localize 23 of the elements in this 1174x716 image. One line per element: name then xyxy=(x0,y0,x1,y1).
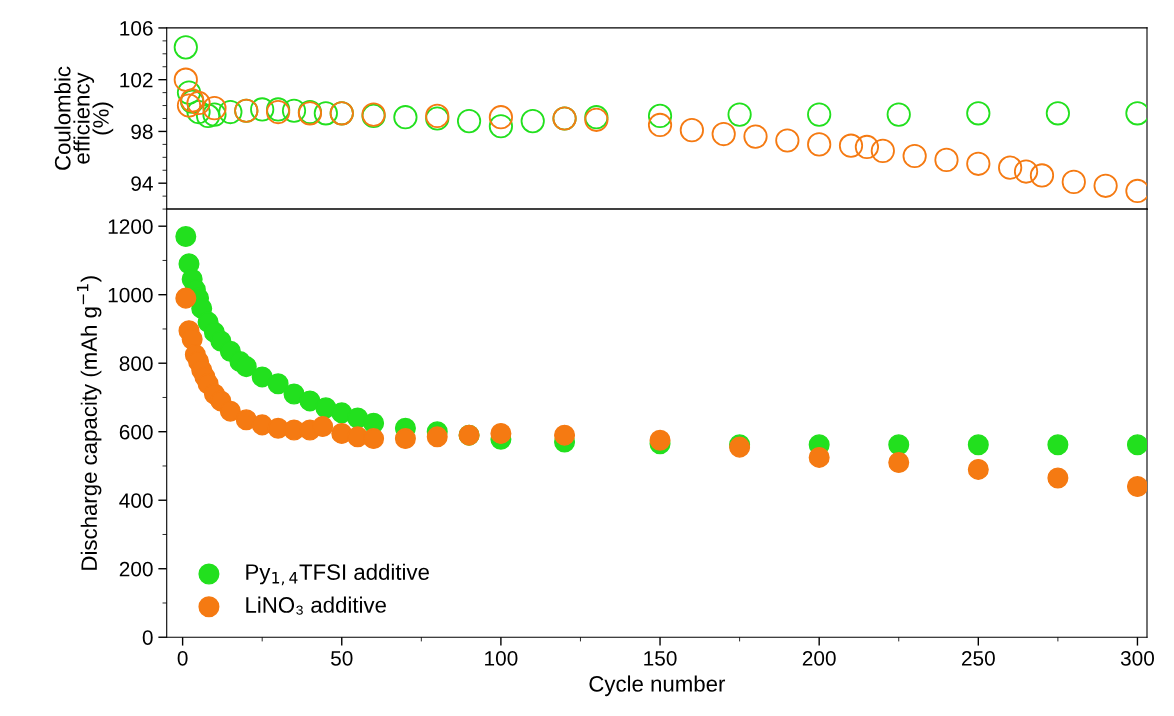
legend-label: LiNO₃ additive xyxy=(246,596,386,615)
y-tick-label: 200 xyxy=(119,561,153,577)
y-tick-label: 800 xyxy=(119,356,153,371)
y-tick-label: 102 xyxy=(120,72,153,88)
x-tick-label: 50 xyxy=(331,650,353,666)
x-tick-label: 250 xyxy=(961,650,995,666)
x-tick-label: 100 xyxy=(485,650,518,666)
y-tick-label: 1200 xyxy=(108,219,153,234)
y-tick-label: 94 xyxy=(131,176,153,191)
y-tick-label: 106 xyxy=(120,20,153,36)
legend-label: Py$_{1,4}$TFSI additive xyxy=(246,563,429,586)
y-axis-title: Discharge capacity (mAh g$^{−1}$) xyxy=(76,276,102,570)
x-axis-title: Cycle number xyxy=(589,675,726,697)
y-axis-title: Coulombic efficiency (%) xyxy=(54,66,114,170)
y-tick-label: 1000 xyxy=(108,287,153,303)
y-tick-label: 400 xyxy=(119,493,153,508)
x-tick-label: 150 xyxy=(644,650,677,666)
x-tick-label: 0 xyxy=(177,650,188,666)
y-tick-label: 600 xyxy=(119,424,153,440)
x-tick-label: 300 xyxy=(1120,650,1155,666)
y-tick-label: 0 xyxy=(142,630,153,645)
x-tick-label: 200 xyxy=(802,650,836,666)
y-tick-label: 98 xyxy=(131,124,153,140)
